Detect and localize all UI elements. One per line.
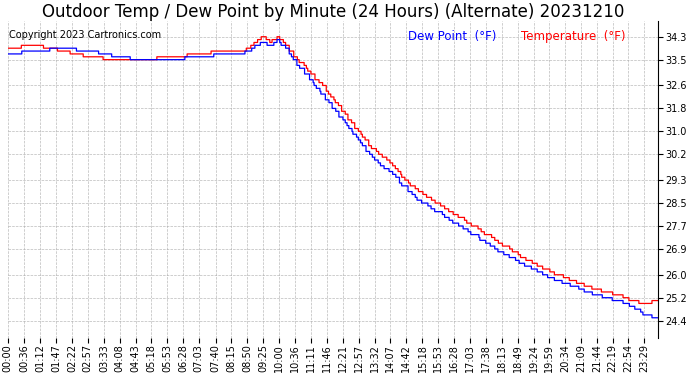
Text: Dew Point  (°F): Dew Point (°F) [408, 30, 496, 44]
Title: Outdoor Temp / Dew Point by Minute (24 Hours) (Alternate) 20231210: Outdoor Temp / Dew Point by Minute (24 H… [41, 3, 624, 21]
Text: Copyright 2023 Cartronics.com: Copyright 2023 Cartronics.com [9, 30, 161, 40]
Text: Temperature  (°F): Temperature (°F) [522, 30, 626, 44]
